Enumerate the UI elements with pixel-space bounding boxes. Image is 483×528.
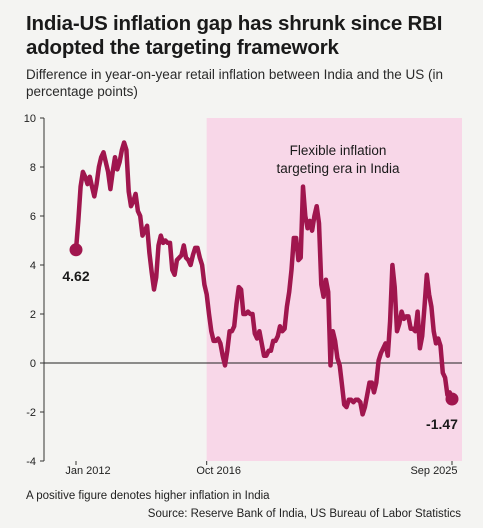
chart-subtitle: Difference in year-on-year retail inflat…: [26, 67, 443, 99]
data-label: 4.62: [62, 268, 89, 284]
chart-title: India-US inflation gap has shrunk since …: [26, 12, 443, 59]
x-tick-label: Jan 2012: [65, 465, 110, 477]
chart-source: Source: Reserve Bank of India, US Bureau…: [147, 508, 461, 520]
shaded-region-label: Flexible inflation targeting era in India: [276, 143, 400, 176]
endpoint-marker: [445, 392, 459, 406]
y-tick-label: -2: [26, 407, 36, 419]
x-tick-label: Oct 2016: [196, 465, 241, 477]
data-label: -1.47: [426, 416, 458, 432]
y-tick-label: 8: [30, 162, 36, 174]
y-tick-label: 4: [30, 260, 36, 272]
series-line: [73, 140, 455, 417]
chart-note: A positive figure denotes higher inflati…: [26, 490, 270, 502]
y-tick-label: -4: [26, 456, 36, 468]
shaded-region-label-line: Flexible inflation: [290, 143, 387, 158]
shaded-region-label-line: targeting era in India: [276, 161, 400, 176]
x-tick-label: Sep 2025: [410, 465, 457, 477]
y-tick-label: 6: [30, 211, 36, 223]
endpoint-marker: [69, 243, 83, 257]
y-tick-label: 2: [30, 309, 36, 321]
shaded-region: [206, 118, 462, 461]
y-tick-label: 10: [24, 113, 36, 125]
line-chart: Flexible inflation targeting era in India…: [24, 113, 462, 477]
y-tick-label: 0: [30, 358, 36, 370]
